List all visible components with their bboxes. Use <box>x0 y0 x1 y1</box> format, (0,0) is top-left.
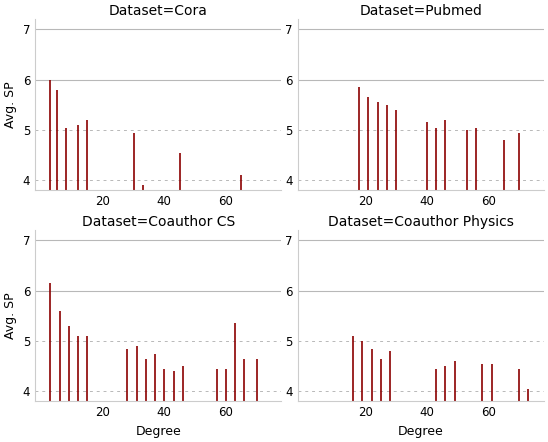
Y-axis label: Avg. SP: Avg. SP <box>4 293 17 339</box>
X-axis label: Degree: Degree <box>135 425 181 438</box>
Title: Dataset=Cora: Dataset=Cora <box>109 4 208 18</box>
X-axis label: Degree: Degree <box>398 425 444 438</box>
Y-axis label: Avg. SP: Avg. SP <box>4 81 17 128</box>
Title: Dataset=Pubmed: Dataset=Pubmed <box>359 4 482 18</box>
Title: Dataset=Coauthor Physics: Dataset=Coauthor Physics <box>328 215 513 229</box>
Title: Dataset=Coauthor CS: Dataset=Coauthor CS <box>82 215 235 229</box>
